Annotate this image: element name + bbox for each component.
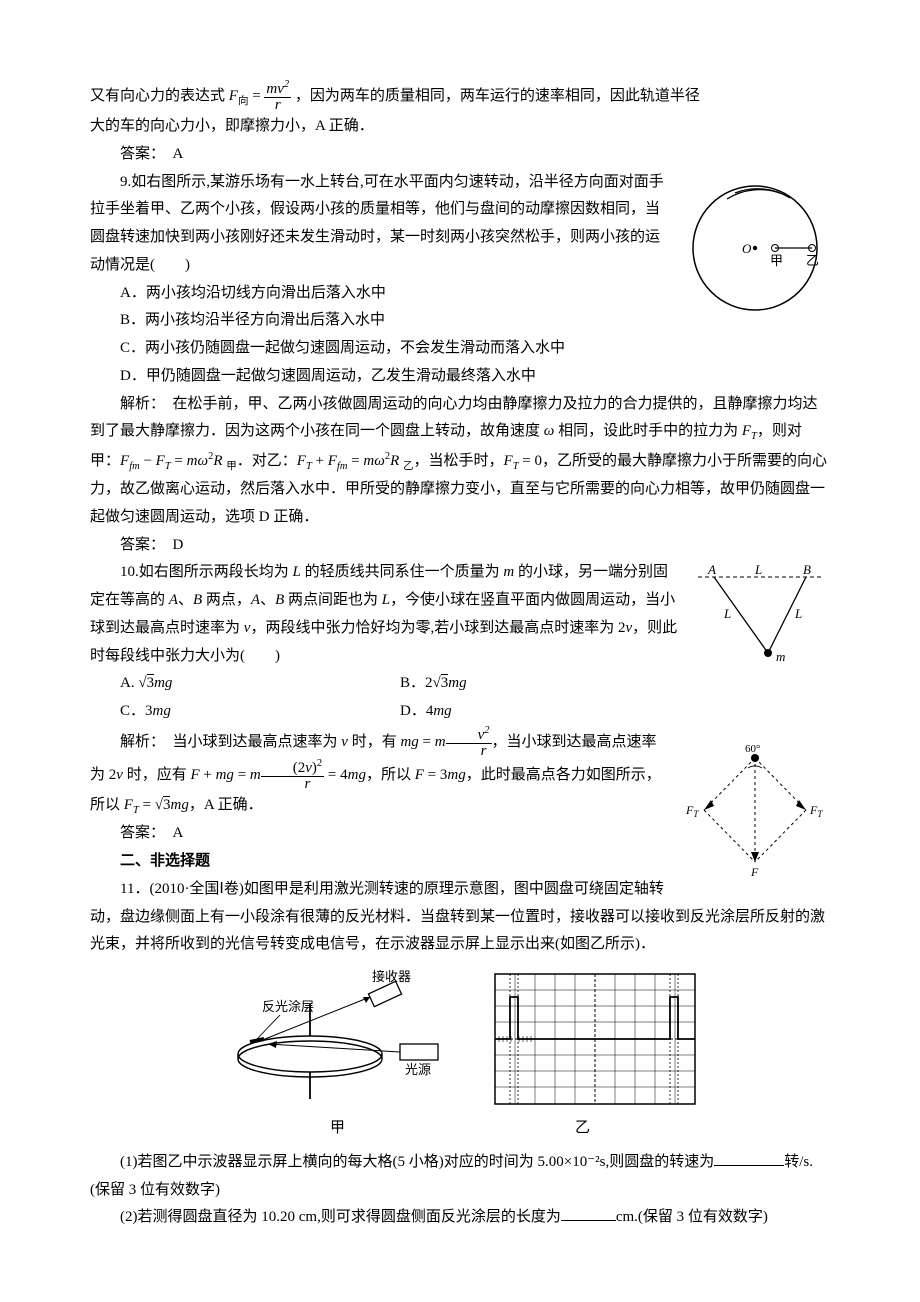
caption-jia: 甲	[330, 1115, 345, 1143]
q10-optD: D．4mg	[400, 698, 680, 726]
blank-2[interactable]	[561, 1205, 616, 1221]
label-source: 光源	[405, 1062, 431, 1077]
q11-figures: 反光涂层 接收器 光源	[90, 969, 830, 1109]
q10-optB: B．2√3mg	[400, 670, 680, 698]
q11-part2: (2)若测得圆盘直径为 10.20 cm,则可求得圆盘侧面反光涂层的长度为cm.…	[90, 1204, 830, 1232]
q9-solution: 解析： 在松手前，甲、乙两小孩做圆周运动的向心力均由静摩擦力及拉力的合力提供的，…	[90, 391, 830, 532]
q10-figure-2: 60° FT FT F	[680, 730, 830, 891]
intro-line2: 大的车的向心力小，即摩擦力小，A 正确．	[90, 113, 830, 141]
q11-part1: (1)若图乙中示波器显示屏上横向的每大格(5 小格)对应的时间为 5.00×10…	[90, 1149, 830, 1205]
triangle-diagram: A L B L L m	[690, 563, 830, 668]
fraction: mv2 r	[264, 80, 291, 113]
disc-diagram: O 甲 乙	[680, 173, 830, 323]
answer-label: 答案：	[120, 825, 158, 841]
svg-text:m: m	[776, 649, 785, 664]
answer-value: D	[173, 537, 184, 553]
q9-figure: O 甲 乙	[680, 173, 830, 334]
q10-figure-1: A L B L L m	[690, 563, 830, 679]
label-O: O	[742, 241, 752, 256]
q11-captions: 甲 乙	[90, 1115, 830, 1143]
answer-value: A	[173, 146, 184, 162]
text: ，因为两车的质量相同，两车运行的速率相同，因此轨道半径	[295, 88, 700, 104]
intro-line1: 又有向心力的表达式 F向 = mv2 r ，因为两车的质量相同，两车运行的速率相…	[90, 80, 830, 113]
svg-text:F: F	[750, 865, 759, 879]
q9-optD: D．甲仍随圆盘一起做匀速圆周运动，乙发生滑动最终落入水中	[90, 363, 830, 391]
force-diagram: 60° FT FT F	[680, 730, 830, 880]
oscilloscope-grid	[490, 969, 700, 1109]
svg-text:L: L	[754, 563, 762, 577]
q10-optC: C．3mg	[120, 698, 400, 726]
laser-disc-diagram: 反光涂层 接收器 光源	[220, 969, 450, 1109]
svg-text:A: A	[707, 563, 716, 577]
caption-yi: 乙	[575, 1115, 590, 1143]
q10-optA: A. √3mg	[120, 670, 400, 698]
svg-text:FT: FT	[685, 803, 699, 819]
formula-centripetal: F	[229, 88, 238, 104]
label-receiver: 接收器	[372, 969, 411, 984]
svg-text:FT: FT	[809, 803, 823, 819]
svg-text:B: B	[803, 563, 811, 577]
label-yi: 乙	[806, 253, 819, 268]
label-coating: 反光涂层	[262, 999, 314, 1014]
answer-value: A	[173, 825, 184, 841]
svg-text:60°: 60°	[745, 743, 760, 755]
answer-label: 答案：	[120, 146, 158, 162]
label-jia: 甲	[770, 253, 783, 268]
svg-text:L: L	[723, 606, 731, 621]
text: 又有向心力的表达式	[90, 88, 229, 104]
blank-1[interactable]	[714, 1150, 784, 1166]
q10-choices: A. √3mg B．2√3mg C．3mg D．4mg	[90, 670, 680, 726]
q9-answer: 答案： D	[90, 532, 830, 560]
q9-optC: C．两小孩仍随圆盘一起做匀速圆周运动，不会发生滑动而落入水中	[90, 335, 830, 363]
answer-label: 答案：	[120, 537, 158, 553]
svg-text:L: L	[794, 606, 802, 621]
intro-answer: 答案： A	[90, 141, 830, 169]
